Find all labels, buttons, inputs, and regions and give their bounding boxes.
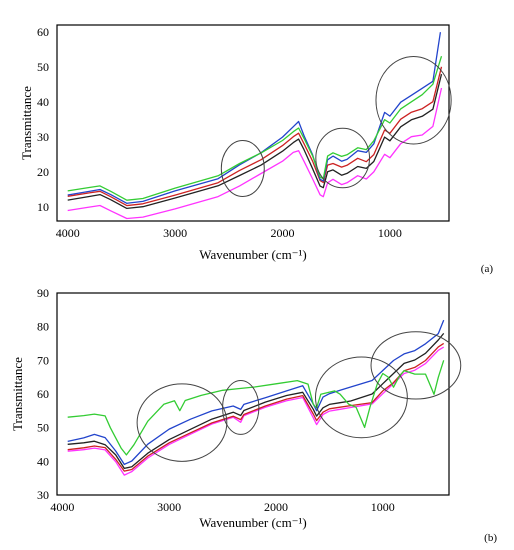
panel-a-y-tick-label: 30: [37, 130, 49, 144]
panel-a-series-line-4: [67, 32, 442, 204]
panel-a-y-tick-label: 40: [37, 95, 49, 109]
panel-b-y-tick-label: 80: [37, 320, 49, 334]
panel-b-x-tick-label: 2000: [264, 500, 288, 514]
panel-b-x-axis-title: Wavenumber (cm⁻¹): [199, 515, 307, 530]
panel-b-highlight-ellipse-1: [136, 383, 228, 462]
panel-b-series-line-5: [67, 360, 445, 456]
panel-a-y-tick-labels: 10 20 30 40 50 60: [37, 25, 49, 214]
panel-a-y-axis-title: Transmittance: [19, 86, 34, 160]
panel-a-y-tick-label: 50: [37, 60, 49, 74]
panel-a-plot-area: [56, 24, 450, 222]
panel-b-y-axis-title: Transmittance: [10, 357, 25, 431]
panel-b-y-tick-label: 30: [37, 488, 49, 502]
panel-b-y-tick-label: 60: [37, 387, 49, 401]
panel-b-highlight-ellipse-3: [314, 356, 408, 439]
panel-a-x-tick-label: 4000: [56, 226, 80, 240]
panel-b: 30 40 50 60 70 80 90 4000 3000 2000 1000 Transmit…: [10, 286, 497, 544]
panel-a-highlight-circles: [220, 56, 452, 197]
panel-b-series-line-1: [67, 346, 445, 476]
panel-b-y-tick-labels: 30 40 50 60 70 80 90: [37, 286, 49, 502]
panel-a-series-line-5: [67, 56, 443, 201]
panel-a-y-tick-label: 20: [37, 165, 49, 179]
panel-a-highlight-ellipse-3: [375, 56, 452, 145]
panel-b-y-tick-label: 40: [37, 454, 49, 468]
panel-b-highlight-ellipse-4: [370, 331, 462, 400]
panel-a-highlight-ellipse-2: [315, 127, 371, 189]
panel-b-series-group: [67, 319, 445, 476]
panel-a-highlight-ellipse-1: [220, 140, 265, 197]
panel-a-x-tick-label: 3000: [163, 226, 187, 240]
panel-b-series-line-3: [67, 332, 445, 470]
panel-a-series-line-3: [67, 66, 443, 207]
panel-a-series-line-1: [67, 87, 443, 220]
panel-a-label: (a): [481, 263, 494, 275]
panel-b-y-tick-label: 90: [37, 286, 49, 300]
panel-a-series-line-2: [67, 73, 443, 210]
panel-b-y-tick-label: 50: [37, 421, 49, 435]
panel-b-x-tick-label: 4000: [50, 500, 74, 514]
panel-b-series-line-4: [67, 319, 445, 466]
panel-a-x-tick-labels: 4000 3000 2000 1000: [56, 226, 402, 240]
panel-a-x-tick-label: 2000: [271, 226, 295, 240]
panel-b-y-tick-label: 70: [37, 353, 49, 367]
panel-b-x-tick-label: 1000: [371, 500, 395, 514]
panel-b-highlight-circles: [136, 331, 462, 462]
panel-a-series-group: [67, 32, 443, 220]
panel-b-plot-area: [56, 292, 450, 496]
panel-a-x-axis-title: Wavenumber (cm⁻¹): [199, 247, 307, 262]
panel-a-y-tick-label: 10: [37, 200, 49, 214]
panel-b-label: (b): [484, 532, 497, 544]
panel-b-x-tick-labels: 4000 3000 2000 1000: [50, 500, 394, 514]
panel-a-x-tick-label: 1000: [378, 226, 402, 240]
panel-a-y-tick-label: 60: [37, 25, 49, 39]
panel-b-x-tick-label: 3000: [157, 500, 181, 514]
panel-a: 10 20 30 40 50 60 4000 3000 2000 1000 Transmitta…: [19, 24, 494, 275]
panel-b-highlight-ellipse-2: [222, 380, 260, 435]
